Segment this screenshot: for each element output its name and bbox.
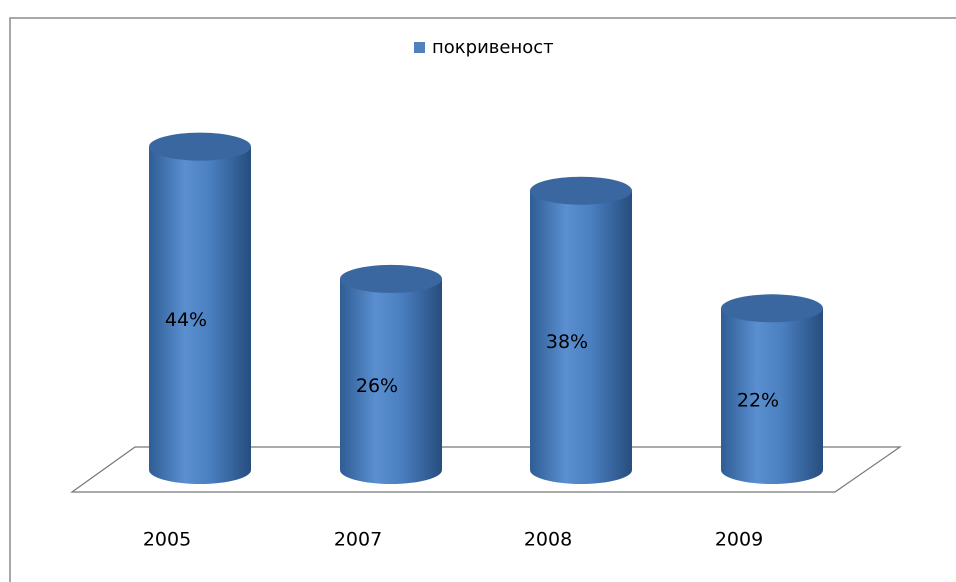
- data-label: 22%: [737, 390, 779, 412]
- cylinder-top: [149, 132, 251, 161]
- x-tick-label: 2005: [143, 529, 191, 551]
- legend-swatch: [414, 42, 425, 53]
- floor: [70, 446, 902, 493]
- data-label: 26%: [356, 375, 398, 397]
- cylinder-top: [721, 294, 823, 323]
- cylinder-body: [340, 278, 442, 484]
- cylinder-body: [530, 190, 632, 484]
- data-label: 38%: [546, 331, 588, 353]
- cylinder-body: [721, 308, 823, 484]
- x-tick-label: 2007: [334, 529, 382, 551]
- x-tick-label: 2009: [715, 529, 763, 551]
- cylinder-top: [340, 264, 442, 293]
- cylinder-top: [530, 176, 632, 205]
- data-label: 44%: [165, 309, 207, 331]
- x-tick-label: 2008: [524, 529, 572, 551]
- cylinder-body: [149, 146, 251, 484]
- legend-label: покривеност: [432, 37, 554, 58]
